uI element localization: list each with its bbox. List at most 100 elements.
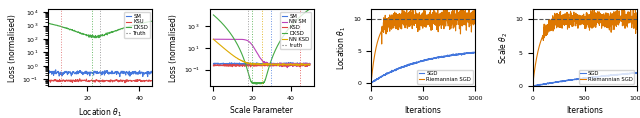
KSD (262, 65, 270, 66)
Line: KSD: KSD (213, 64, 310, 67)
SM (304, 63, 312, 64)
SM (306, 63, 314, 64)
SM (267, 63, 275, 64)
Riemannian SGD (535, 47, 543, 48)
SM (255, 63, 263, 65)
SGD (460, 53, 467, 55)
Riemannian SGD (467, 17, 474, 18)
NN KSD (209, 39, 217, 40)
NN SM (267, 64, 275, 65)
KSD (209, 65, 217, 66)
SM (287, 62, 294, 63)
SM (256, 63, 264, 65)
NN KSD (255, 63, 263, 65)
NN KSD (274, 65, 282, 66)
Riemannian SGD (367, 82, 375, 84)
Riemannian SGD (620, 7, 627, 8)
Legend: SGD, Riemannian SGD: SGD, Riemannian SGD (417, 70, 472, 84)
NN KSD (256, 64, 264, 66)
SGD (529, 85, 536, 87)
DKSD (255, 82, 263, 84)
NN SM (209, 38, 217, 40)
Riemannian SGD (449, 17, 456, 18)
Riemannian SGD (628, 27, 636, 28)
Riemannian SGD (550, 25, 557, 27)
NN SM (256, 57, 264, 58)
SGD (452, 54, 460, 55)
DKSD (304, 10, 312, 11)
Riemannian SGD (614, 23, 621, 25)
SGD (529, 85, 536, 87)
Y-axis label: Loss (normalised): Loss (normalised) (169, 14, 178, 82)
X-axis label: Iterations: Iterations (404, 106, 442, 115)
NN KSD (306, 64, 314, 65)
Y-axis label: Loss (normalised): Loss (normalised) (8, 14, 17, 82)
DKSD (252, 83, 260, 85)
DKSD (289, 23, 296, 25)
SGD (467, 52, 474, 54)
KSD (289, 65, 297, 66)
KSD (268, 65, 275, 67)
SM (272, 65, 280, 66)
NN SM (289, 64, 297, 65)
DKSD (256, 83, 264, 84)
SGD (628, 73, 636, 74)
KSD (257, 64, 264, 66)
KSD (306, 64, 314, 66)
Riemannian SGD (460, 9, 467, 10)
Line: NN KSD: NN KSD (213, 39, 310, 66)
DKSD (209, 14, 217, 16)
DKSD (262, 78, 269, 79)
Line: SM: SM (213, 63, 310, 65)
Riemannian SGD (388, 19, 396, 21)
SM (289, 63, 297, 64)
NN KSD (289, 64, 296, 65)
Line: Riemannian SGD: Riemannian SGD (371, 7, 476, 83)
Riemannian SGD (449, 6, 456, 7)
Riemannian SGD (452, 24, 460, 25)
SGD (367, 82, 375, 84)
SGD (633, 72, 640, 73)
Riemannian SGD (529, 85, 536, 87)
SGD (550, 82, 557, 84)
DKSD (306, 8, 314, 10)
X-axis label: Scale Parameter: Scale Parameter (230, 106, 293, 115)
NN KSD (304, 64, 312, 65)
Line: DKSD: DKSD (213, 9, 310, 84)
KSD (256, 65, 264, 66)
SM (209, 63, 217, 65)
Legend: SM, NN SM, KSD, DKSD, NN KSD, truth: SM, NN SM, KSD, DKSD, NN KSD, truth (280, 12, 311, 49)
Riemannian SGD (621, 20, 628, 21)
SGD (374, 78, 381, 80)
Line: SGD: SGD (532, 73, 637, 86)
NN SM (306, 63, 314, 65)
Line: Riemannian SGD: Riemannian SGD (532, 7, 637, 86)
NN SM (212, 38, 220, 40)
Y-axis label: Scale $\theta_2$: Scale $\theta_2$ (497, 32, 509, 64)
SGD (469, 51, 477, 53)
NN SM (262, 64, 269, 65)
NN SM (255, 56, 263, 58)
Y-axis label: Location $\theta_1$: Location $\theta_1$ (335, 26, 348, 70)
X-axis label: Iterations: Iterations (566, 106, 603, 115)
SGD (535, 84, 543, 86)
KSD (304, 65, 312, 66)
SGD (472, 52, 479, 53)
Riemannian SGD (472, 9, 479, 11)
SGD (621, 73, 628, 74)
DKSD (267, 60, 275, 62)
NN KSD (267, 64, 275, 65)
SM (262, 63, 269, 64)
SGD (610, 74, 618, 76)
Riemannian SGD (633, 23, 640, 25)
NN KSD (262, 63, 269, 65)
SGD (388, 70, 396, 72)
KSD (255, 64, 263, 65)
SGD (367, 82, 375, 84)
SGD (614, 74, 621, 76)
Riemannian SGD (610, 22, 618, 23)
NN SM (304, 64, 312, 65)
Legend: SM, KSU, DKSD, Truth: SM, KSU, DKSD, Truth (124, 12, 150, 38)
NN SM (284, 67, 291, 68)
X-axis label: Location $\theta_1$: Location $\theta_1$ (78, 106, 122, 118)
